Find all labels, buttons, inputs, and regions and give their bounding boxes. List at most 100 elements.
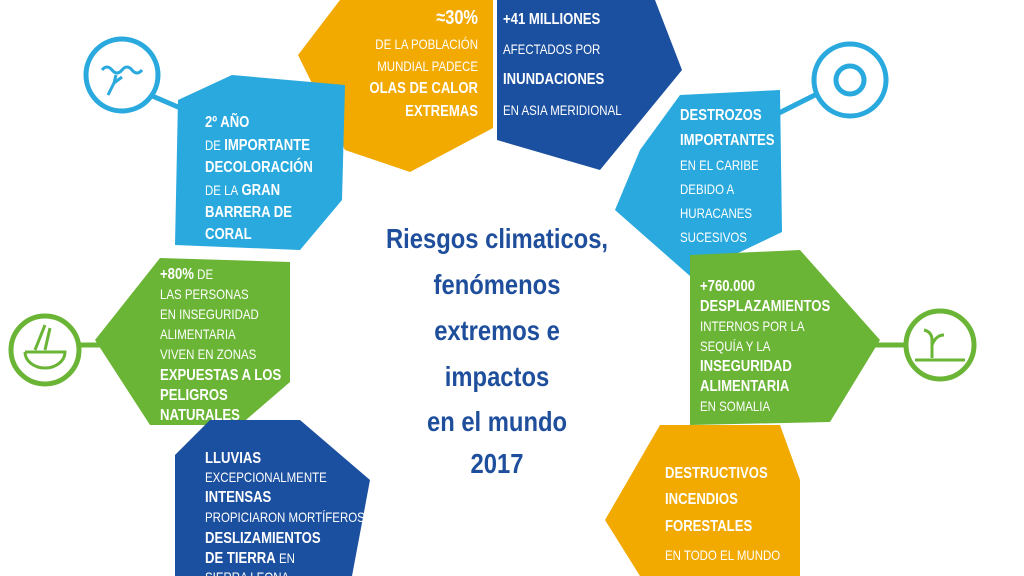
connector [149,92,186,113]
text-segment: DESTRUCTIVOS [665,465,768,482]
panel-line: +760.000 [700,278,755,295]
panel-line: IMPORTANTES [680,132,775,149]
text-segment: INTENSAS [205,489,272,506]
text-segment: DE LA POBLACIÓN [375,36,478,52]
panel-line: BARRERA DE [205,204,292,221]
text-segment: +80% [160,266,194,283]
text-segment: LAS PERSONAS [160,286,249,302]
text-segment: EN INSEGURIDAD [160,306,259,322]
panel-line: INUNDACIONES [503,71,604,88]
icon-glyph [23,324,67,370]
text-segment: HURACANES [680,205,752,221]
text-segment: DESTROZOS [680,107,762,124]
texts: ≈30% DE LA POBLACIÓN MUNDIAL PADECE OLAS DE… [160,5,830,576]
text-segment: 2º AÑO [205,112,249,132]
text-segment: FORESTALES [665,518,752,535]
title-line: extremos e [434,314,560,346]
hexagon [175,75,345,250]
hexagon [497,0,682,170]
panel-line: DESPLAZAMIENTOS [700,298,830,315]
text-segment: PROPICIARON MORTÍFEROS [205,509,365,525]
panel-line: INSEGURIDAD [700,358,792,375]
text-segment: BARRERA DE [205,204,292,221]
title-line: 2017 [471,447,524,479]
panel-line: EN SOMALIA [700,398,771,414]
text-segment: ALIMENTARIA [160,326,236,342]
panel-line: LLUVIAS [205,450,261,467]
hexagon [298,0,493,172]
panel-line: INTERNOS POR LA [700,318,805,334]
title-line: Riesgos climaticos, [386,222,608,254]
panel-line: DE LA GRAN [205,182,280,199]
panel-line: 2º AÑO [205,112,249,132]
panel-line: VIVEN EN ZONAS [160,346,256,362]
hexagon [175,420,370,576]
text-segment: NATURALES [160,407,240,424]
icon-glyph [833,63,867,97]
panel-line: +80% DE [160,266,213,283]
hexagon [690,250,880,425]
title-line: en el mundo [427,405,567,437]
text-segment: PELIGROS [160,387,228,404]
text-segment: SEQUÍA Y LA [700,338,771,354]
text-segment: MUNDIAL PADECE [377,58,478,74]
panel-line: DE TIERRA EN [205,550,295,567]
text-segment: EXTREMAS [405,103,478,120]
text-segment: EN EL CARIBE [680,157,759,173]
text-segment: EN [279,550,295,566]
text-segment: DE TIERRA [205,550,276,567]
text-segment: IMPORTANTES [680,132,775,149]
text-segment: DESLIZAMIENTOS [205,530,321,547]
panel-line: DESTROZOS [680,107,762,124]
icon-glyph [915,328,965,362]
text-segment: EN TODO EL MUNDO [665,547,780,563]
hexagons [95,0,880,576]
panel-line: EN ASIA MERIDIONAL [503,102,622,118]
panel-line: DE LA POBLACIÓN [375,36,478,52]
text-segment: ≈30% [436,5,478,28]
text-segment: INTERNOS POR LA [700,318,805,334]
text-segment: +41 MILLIONES [503,11,601,28]
text-segment: LLUVIAS [205,450,261,467]
text-segment: EXCEPCIONALMENTE [205,469,327,485]
panel-line: MUNDIAL PADECE [377,58,478,74]
panel-line: HURACANES [680,205,752,221]
panel-line: EN EL CARIBE [680,157,759,173]
text-segment: GRAN [241,182,280,199]
panel-line: EXPUESTAS A LOS [160,367,281,384]
panel-line: SEQUÍA Y LA [700,338,771,354]
text-segment: INCENDIOS [665,491,738,508]
text-segment: OLAS DE CALOR [369,80,478,97]
text-segment: SUCESIVOS [680,229,747,245]
text-segment: ALIMENTARIA [700,378,790,395]
panel-line: EN TODO EL MUNDO [665,547,780,563]
panel-line: PROPICIARON MORTÍFEROS [205,509,365,525]
icons [8,36,977,387]
text-segment: INSEGURIDAD [700,358,792,375]
panel-line: NATURALES [160,407,240,424]
text-segment: DE [205,137,221,153]
panel-line: INCENDIOS [665,491,738,508]
panel-line: DESTRUCTIVOS [665,465,768,482]
text-segment: VIVEN EN ZONAS [160,346,256,362]
icon-hurricane [811,41,889,119]
hexagon [605,425,800,576]
panel-line: SIERRA LEONA [205,569,290,576]
panel-line: CORAL [205,226,252,243]
text-segment: DEBIDO A [680,181,735,197]
panel-line: EXTREMAS [405,103,478,120]
panel-line: DECOLORACIÓN [205,157,313,177]
text-segment: +760.000 [700,278,755,295]
text-segment: DE [197,266,213,282]
panel-line: +41 MILLIONES [503,11,601,28]
panel-line: ≈30% [436,5,478,28]
text-segment: CORAL [205,226,252,243]
panel-line: DEBIDO A [680,181,735,197]
panel-line: DESLIZAMIENTOS [205,530,321,547]
panel-line: PELIGROS [160,387,228,404]
icon-ocean [83,36,161,114]
text-segment: AFECTADOS POR [503,41,600,57]
text-segment: DESPLAZAMIENTOS [700,298,830,315]
hexagon [95,258,290,425]
